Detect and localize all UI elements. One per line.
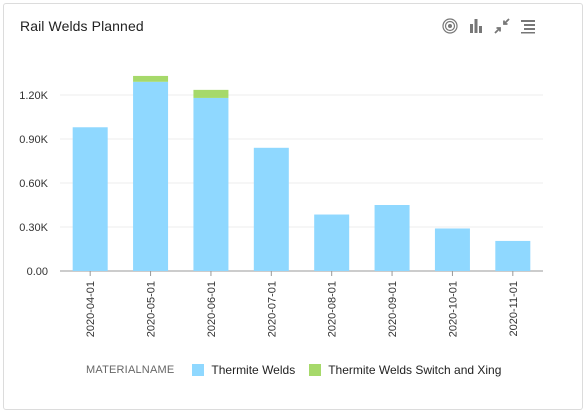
legend-label: Thermite Welds [211,363,296,377]
target-icon[interactable] [441,17,459,35]
y-tick-label: 0.60K [19,178,48,190]
x-tick-label: 2020-08-01 [327,281,339,337]
legend-title: MATERIALNAME [86,364,175,376]
chart-title: Rail Welds Planned [20,18,144,34]
bar-chart-icon[interactable] [467,17,485,35]
legend-label: Thermite Welds Switch and Xing [328,363,502,377]
y-tick-label: 0.30K [19,222,48,234]
legend-item-thermite-welds[interactable]: Thermite Welds [192,363,295,377]
bar-thermite-welds-2020-07-01[interactable] [253,147,289,271]
bar-thermite-welds-2020-11-01[interactable] [495,240,531,271]
legend-swatch [309,364,322,376]
legend-swatch [192,364,205,376]
x-tick-label: 2020-07-01 [266,281,278,337]
y-tick-label: 1.20K [19,90,48,102]
bar-switch-xing-2020-05-01[interactable] [133,75,169,82]
legend-item-thermite-welds-switch-xing[interactable]: Thermite Welds Switch and Xing [309,363,501,377]
bar-thermite-welds-2020-06-01[interactable] [193,97,229,271]
x-tick-label: 2020-11-01 [508,281,520,336]
bar-thermite-welds-2020-05-01[interactable] [133,81,169,271]
y-tick-label: 0.00 [27,266,48,278]
x-tick-label: 2020-09-01 [387,281,399,337]
legend: MATERIALNAME Thermite Welds Thermite Wel… [86,363,515,377]
menu-list-icon[interactable] [519,17,537,35]
x-tick-label: 2020-05-01 [146,281,158,337]
bar-switch-xing-2020-06-01[interactable] [193,89,229,98]
collapse-icon[interactable] [493,17,511,35]
x-tick-label: 2020-04-01 [85,281,97,337]
bar-chart: 0.00 0.30K 0.60K 0.90K 1.20K 2020-04-01 2020-0… [19,75,543,337]
chart-toolbar [441,17,537,35]
bar-thermite-welds-2020-04-01[interactable] [72,127,108,272]
x-tick-label: 2020-06-01 [206,281,218,337]
bar-thermite-welds-2020-08-01[interactable] [314,214,350,271]
y-tick-label: 0.90K [19,134,48,146]
bar-thermite-welds-2020-10-01[interactable] [434,228,470,271]
bar-thermite-welds-2020-09-01[interactable] [374,205,410,271]
x-tick-label: 2020-10-01 [447,281,459,337]
